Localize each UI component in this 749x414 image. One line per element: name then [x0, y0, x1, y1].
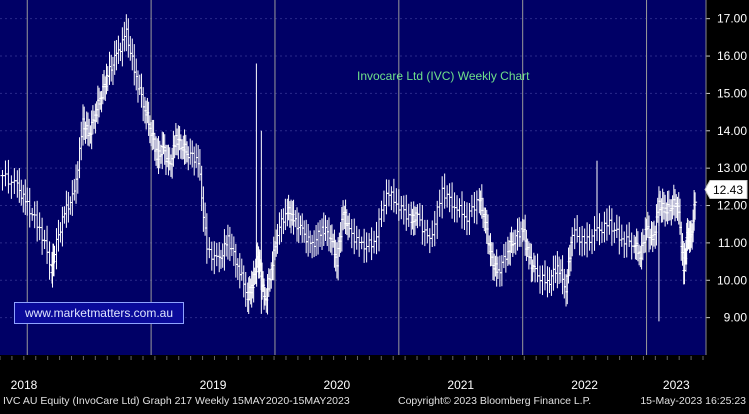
chart-title: Invocare Ltd (IVC) Weekly Chart — [357, 69, 530, 83]
y-tick-label: 13.00 — [717, 161, 747, 175]
footer-security-info: IVC AU Equity (InvoCare Ltd) Graph 217 W… — [3, 395, 350, 407]
y-tick-label: 10.00 — [717, 273, 747, 287]
y-tick-label: 17.00 — [717, 12, 747, 26]
footer-timestamp: 15-May-2023 16:25:23 — [640, 395, 746, 407]
x-year-label: 2023 — [663, 378, 690, 392]
last-price-box — [704, 179, 748, 199]
footer-copyright: Copyright© 2023 Bloomberg Finance L.P. — [398, 395, 592, 407]
x-year-label: 2022 — [571, 378, 598, 392]
x-axis: 2018 2019 2020 2021 2022 2023 — [0, 355, 749, 393]
y-tick-label: 14.00 — [717, 124, 747, 138]
plot-background — [0, 0, 706, 355]
y-axis: 17.00 16.00 15.00 14.00 13.00 12.00 11.00 10.00… — [705, 0, 748, 355]
x-year-label: 2019 — [200, 378, 227, 392]
x-year-label: 2021 — [447, 378, 474, 392]
watermark-link[interactable]: www.marketmatters.com.au — [14, 302, 184, 324]
y-tick-label: 16.00 — [717, 49, 747, 63]
y-tick-label: 15.00 — [717, 86, 747, 100]
y-tick-label: 12.00 — [717, 199, 747, 213]
footer-bar: IVC AU Equity (InvoCare Ltd) Graph 217 W… — [0, 393, 749, 409]
last-price-label: 12.43 — [713, 183, 743, 197]
y-tick-label: 9.00 — [724, 311, 748, 325]
last-price-marker: 12.43 — [704, 179, 748, 199]
price-bars — [0, 14, 698, 322]
y-tick-label: 11.00 — [718, 236, 747, 250]
x-axis-band — [0, 355, 749, 393]
x-year-label: 2018 — [11, 378, 38, 392]
x-year-label: 2020 — [324, 378, 351, 392]
